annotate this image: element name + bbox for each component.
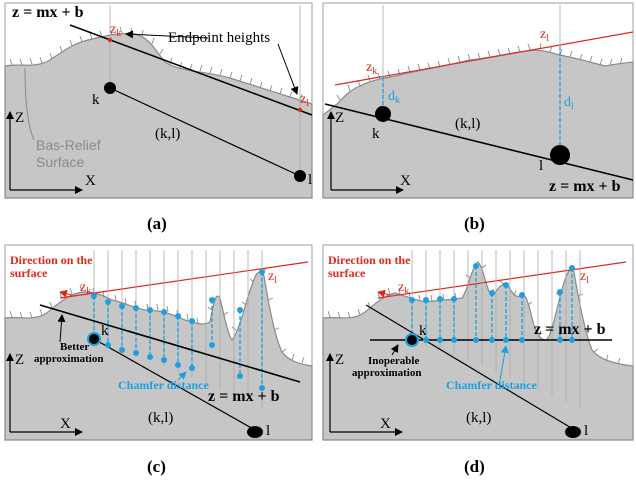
axis-x-label: X (60, 416, 71, 432)
axes (327, 111, 404, 194)
segment-kl (93, 338, 256, 431)
axis-z-label: Z (15, 352, 24, 368)
zl-label: zl (540, 27, 549, 44)
direction-label-2: surface (328, 266, 366, 280)
axis-x-label: X (85, 173, 96, 189)
segment-label: (k,l) (155, 126, 180, 142)
approx-label-2: approximation (34, 353, 103, 365)
caption-d: (d) (464, 457, 485, 476)
endpoint-arrow-k (125, 30, 209, 39)
segment-kl (109, 87, 301, 177)
l-label: l (308, 172, 312, 188)
dk-label: dk (388, 89, 400, 106)
panel-a: z = mx + b zk zl Endpoint heights k l (k… (4, 2, 313, 199)
red-direction-line (377, 261, 627, 299)
chamfer-label: Chamfer distance (118, 378, 209, 392)
point-l (565, 426, 581, 438)
k-label: k (92, 92, 100, 108)
zl-label: zl (300, 92, 309, 109)
chamfer-arrow (499, 345, 509, 381)
axes (326, 353, 403, 436)
zk-label: zk (398, 280, 409, 297)
axis-x-label: X (380, 416, 391, 432)
point-k (104, 82, 116, 94)
approx-arrow (390, 344, 399, 356)
equation-label: z = mx + b (534, 321, 606, 338)
approx-label-2: approximation (352, 367, 421, 379)
surface-label-leader (24, 67, 35, 141)
surface-label-1: Bas-Relief (36, 137, 101, 153)
surface-hatching (336, 42, 623, 101)
dl-label: dl (564, 95, 574, 112)
point-k (375, 106, 391, 122)
point-l (294, 170, 306, 182)
k-label: k (101, 323, 109, 339)
approx-arrow (57, 314, 66, 343)
chamfer-points-top (91, 269, 265, 324)
l-label: l (266, 423, 270, 439)
bas-relief-surface (322, 261, 634, 441)
caption-a: (a) (147, 214, 167, 233)
direction-label-1: Direction on the (10, 253, 93, 267)
fit-line (39, 304, 301, 383)
panel-b: zk zl dk dl k l (k,l) z = mx + b Z X (322, 2, 634, 199)
chamfer-points-bottom (105, 342, 265, 391)
equation-label: z = mx + b (208, 388, 280, 405)
red-direction-line (334, 31, 634, 86)
segment-label: (k,l) (466, 410, 491, 426)
segment-label: (k,l) (455, 116, 480, 132)
surface-hatching (9, 26, 303, 101)
chamfer-points-top (409, 263, 575, 303)
point-k (87, 332, 101, 346)
chamfer-arrow (177, 371, 187, 381)
caption-b: (b) (464, 214, 485, 233)
bas-relief-surface (4, 32, 313, 199)
direction-label-2: surface (10, 266, 48, 280)
zl-label: zl (268, 269, 277, 286)
chamfer-label: Chamfer distance (446, 378, 537, 392)
zk-label: zk (110, 22, 121, 39)
k-label: k (372, 126, 380, 142)
red-direction-line (59, 261, 309, 299)
axes (6, 353, 83, 436)
panel-d: Direction on the surface zk zl k l (k,l)… (322, 244, 634, 441)
k-label: k (419, 323, 427, 339)
endpoint-zk-marker (107, 37, 113, 43)
panel-c: Direction on the surface zk zl k l (k,l)… (4, 244, 313, 441)
caption-c: (c) (147, 457, 166, 476)
zk-label: zk (366, 60, 377, 77)
approx-label-1: Better (60, 341, 89, 353)
direction-arrow (377, 289, 391, 298)
chamfer-points-bottom (423, 337, 575, 343)
equation-label: z = mx + b (549, 178, 621, 195)
surface-label-2: Surface (36, 154, 84, 170)
axis-z-label: Z (335, 352, 344, 368)
surface-hatching (9, 268, 305, 364)
approx-label-1: Inoperable (368, 355, 419, 367)
direction-arrow (59, 289, 73, 298)
axis-z-label: Z (335, 110, 344, 126)
axis-x-label: X (400, 173, 411, 189)
direction-label-1: Direction on the (328, 253, 411, 267)
diagonal-line (365, 304, 579, 433)
axis-z-label: Z (15, 110, 24, 126)
point-l (550, 145, 570, 165)
endpoint-heights-label: Endpoint heights (168, 30, 270, 46)
chamfer-lines (411, 266, 573, 340)
l-label: l (584, 423, 588, 439)
equation-label: z = mx + b (12, 4, 84, 21)
segment-label: (k,l) (148, 410, 173, 426)
l-label: l (539, 158, 543, 174)
zk-label: zk (80, 280, 91, 297)
point-l (247, 426, 263, 438)
zl-label: zl (580, 269, 589, 286)
point-k (405, 333, 419, 347)
endpoint-arrow-l (277, 43, 299, 95)
endpoint-zl-marker (297, 107, 303, 113)
axes (6, 111, 83, 194)
